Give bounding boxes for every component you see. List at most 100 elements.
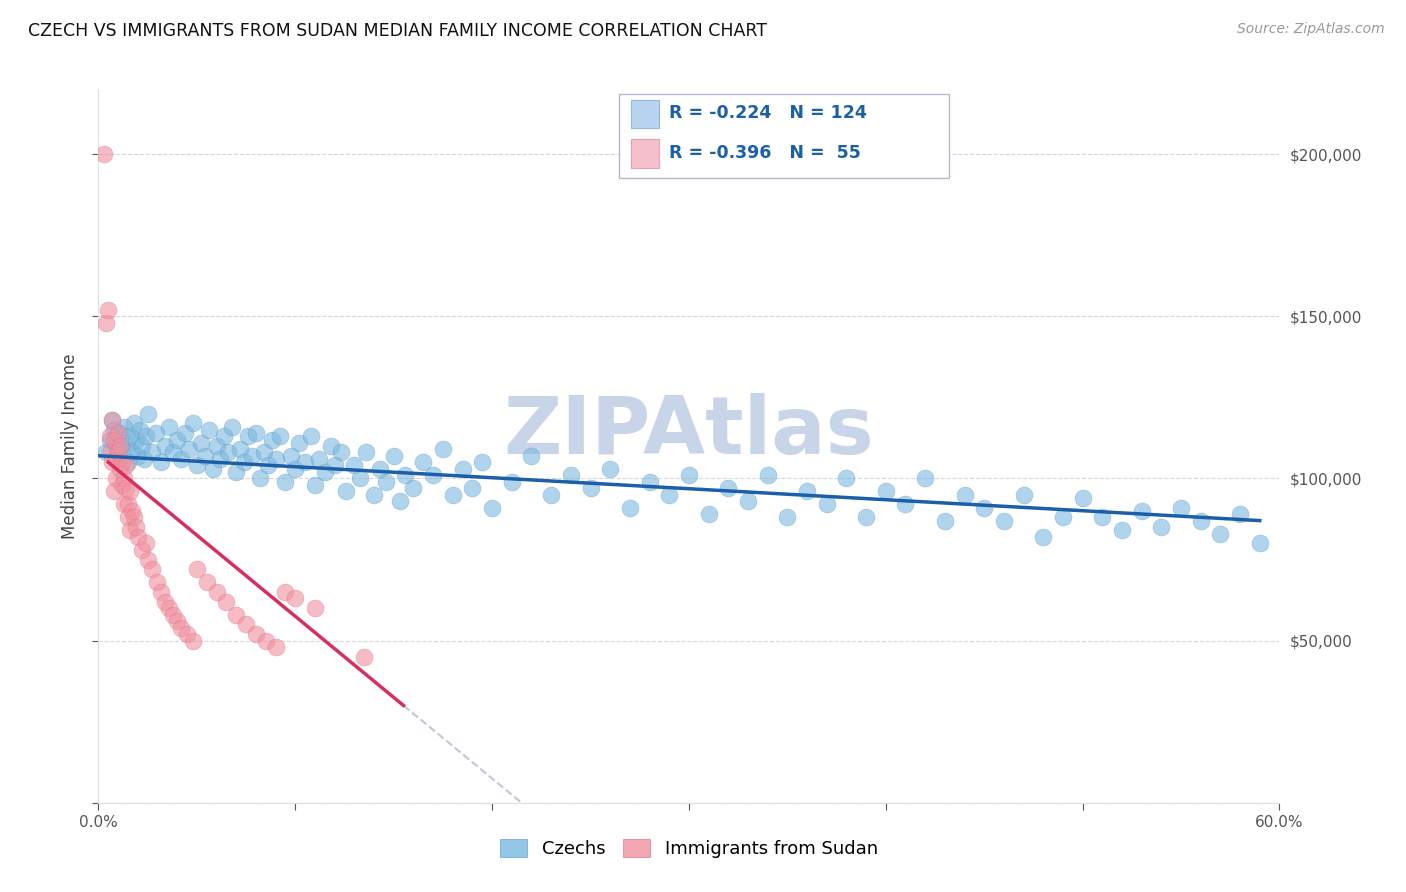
Point — [101, 455, 124, 469]
Point — [98, 433, 121, 447]
Point — [122, 417, 145, 431]
Point — [451, 461, 474, 475]
Point — [117, 455, 139, 469]
Point — [233, 455, 256, 469]
Point — [107, 452, 129, 467]
Point — [269, 429, 291, 443]
Point — [162, 607, 184, 622]
Point — [520, 449, 543, 463]
Point — [894, 497, 917, 511]
Text: R = -0.396   N =  55: R = -0.396 N = 55 — [669, 144, 860, 161]
Point — [579, 481, 602, 495]
Point — [274, 475, 297, 489]
Point — [540, 488, 562, 502]
Point — [815, 497, 838, 511]
Point — [162, 445, 184, 459]
Point — [132, 452, 155, 467]
Point — [235, 617, 257, 632]
Point — [107, 445, 129, 459]
Point — [121, 504, 143, 518]
Point — [875, 484, 897, 499]
Point — [111, 478, 134, 492]
Point — [205, 439, 228, 453]
Point — [776, 510, 799, 524]
Point — [170, 452, 193, 467]
Point — [117, 510, 139, 524]
Point — [157, 419, 180, 434]
Point — [363, 488, 385, 502]
Point — [194, 449, 217, 463]
Point — [382, 449, 405, 463]
Point — [131, 439, 153, 453]
Point — [314, 465, 336, 479]
Point — [225, 465, 247, 479]
Point — [105, 471, 128, 485]
Point — [103, 433, 125, 447]
Point — [481, 500, 503, 515]
Point — [1032, 530, 1054, 544]
Point — [236, 429, 259, 443]
Text: ZIPAtlas: ZIPAtlas — [503, 392, 875, 471]
Point — [678, 468, 700, 483]
Point — [141, 445, 163, 459]
Point — [280, 449, 302, 463]
Point — [304, 601, 326, 615]
Point — [638, 475, 661, 489]
Point — [914, 471, 936, 485]
Point — [284, 461, 307, 475]
Point — [115, 435, 138, 450]
Point — [835, 471, 858, 485]
Point — [353, 649, 375, 664]
Point — [953, 488, 976, 502]
Point — [176, 627, 198, 641]
Point — [619, 500, 641, 515]
Point — [103, 484, 125, 499]
Point — [335, 484, 357, 499]
Point — [796, 484, 818, 499]
Point — [101, 413, 124, 427]
Point — [1209, 526, 1232, 541]
Point — [170, 621, 193, 635]
Point — [105, 439, 128, 453]
Point — [103, 423, 125, 437]
Point — [245, 627, 267, 641]
Point — [108, 461, 131, 475]
Point — [215, 595, 238, 609]
Point — [1052, 510, 1074, 524]
Point — [225, 607, 247, 622]
Point — [118, 429, 141, 443]
Point — [122, 510, 145, 524]
Point — [217, 445, 239, 459]
Point — [501, 475, 523, 489]
Point — [150, 455, 173, 469]
Point — [249, 471, 271, 485]
Point — [304, 478, 326, 492]
Point — [111, 455, 134, 469]
Point — [221, 419, 243, 434]
Point — [1130, 504, 1153, 518]
Point — [1091, 510, 1114, 524]
Point — [432, 442, 454, 457]
Point — [260, 433, 283, 447]
Point — [117, 497, 139, 511]
Point — [98, 429, 121, 443]
Point — [229, 442, 252, 457]
Point — [155, 439, 177, 453]
Point — [118, 524, 141, 538]
Point — [105, 452, 128, 467]
Point — [349, 471, 371, 485]
Point — [717, 481, 740, 495]
Point — [127, 449, 149, 463]
Point — [658, 488, 681, 502]
Point — [135, 429, 157, 443]
Point — [145, 425, 167, 440]
Point — [98, 445, 121, 459]
Point — [108, 439, 131, 453]
Point — [402, 481, 425, 495]
Point — [150, 585, 173, 599]
Point — [323, 458, 346, 473]
Point — [299, 429, 322, 443]
Point — [1189, 514, 1212, 528]
Point — [112, 497, 135, 511]
Point — [461, 481, 484, 495]
